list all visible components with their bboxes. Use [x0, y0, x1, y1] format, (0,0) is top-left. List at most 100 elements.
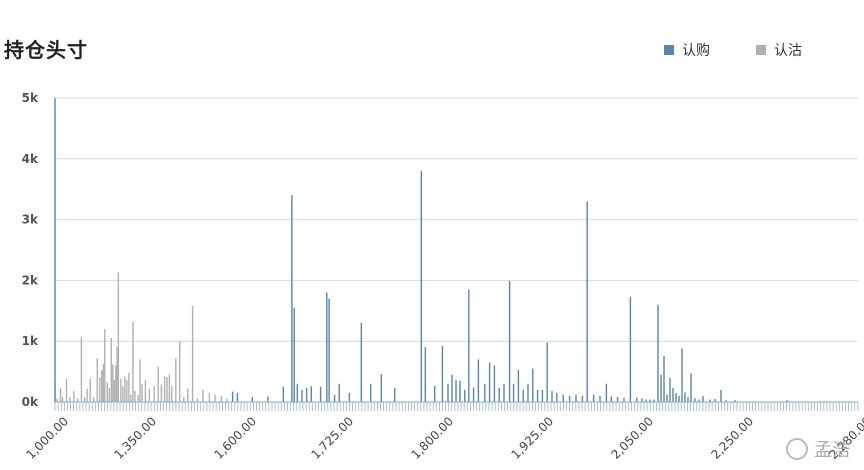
- bar-put-51: [196, 398, 199, 402]
- bar-call-26: [447, 383, 449, 402]
- bar-put-50: [191, 305, 194, 402]
- legend-swatch-call: [664, 45, 674, 55]
- bar-put-29: [126, 380, 128, 402]
- bar-put-22: [113, 380, 116, 402]
- x-axis: [54, 401, 859, 411]
- grid-layer: [55, 97, 858, 403]
- bar-put-5: [69, 397, 71, 402]
- bar-call-55: [592, 394, 595, 402]
- bar-call-14: [328, 298, 330, 402]
- y-tick-label-1: 1k: [22, 334, 39, 348]
- y-tick-label-5: 5k: [22, 91, 39, 105]
- bars-put-series: [54, 272, 228, 402]
- bar-call-19: [369, 383, 372, 402]
- bar-call-70: [666, 394, 668, 402]
- bar-put-6: [73, 391, 75, 402]
- bar-call-61: [629, 296, 632, 402]
- bar-call-44: [532, 368, 534, 402]
- bar-call-74: [678, 395, 680, 402]
- bar-call-18: [360, 322, 363, 402]
- bar-put-36: [141, 383, 143, 402]
- bar-call-82: [709, 399, 711, 402]
- bar-put-23: [115, 365, 117, 402]
- bar-call-49: [556, 392, 558, 402]
- bar-call-86: [734, 400, 736, 402]
- bar-call-38: [503, 383, 505, 402]
- bar-call-72: [672, 388, 674, 402]
- bar-call-27: [451, 374, 453, 402]
- bar-put-47: [179, 341, 181, 402]
- bar-put-8: [80, 336, 83, 402]
- bar-call-40: [512, 383, 515, 402]
- bar-put-7: [76, 398, 79, 402]
- bar-call-83: [714, 398, 716, 402]
- bar-call-41: [517, 369, 520, 402]
- bar-call-12: [319, 386, 322, 402]
- bar-put-24: [116, 347, 118, 402]
- bar-call-35: [488, 362, 491, 402]
- bar-call-65: [649, 399, 651, 402]
- bar-put-13: [96, 358, 98, 402]
- bar-call-7: [293, 307, 295, 402]
- bar-call-22: [420, 170, 423, 402]
- bar-put-53: [208, 392, 211, 402]
- bar-call-2: [236, 392, 239, 402]
- bar-put-38: [148, 388, 151, 402]
- x-tick-label-3: 1,725.00: [308, 414, 356, 462]
- legend-item-put[interactable]: 认沽: [756, 40, 802, 60]
- bar-call-17: [348, 392, 351, 402]
- bar-call-71: [669, 377, 671, 402]
- bar-call-33: [477, 359, 480, 402]
- bar-call-5: [282, 386, 285, 402]
- bar-put-10: [86, 388, 88, 402]
- bar-put-31: [130, 394, 132, 402]
- bar-put-37: [144, 380, 147, 402]
- bar-call-0: [54, 98, 56, 402]
- bar-call-87: [786, 400, 788, 402]
- bar-call-42: [522, 389, 524, 402]
- bar-call-57: [605, 383, 608, 402]
- bar-put-55: [220, 395, 223, 402]
- bar-put-25: [117, 272, 120, 402]
- bar-put-54: [214, 394, 216, 402]
- legend-label-call: 认购: [682, 43, 710, 59]
- bar-call-62: [636, 397, 638, 402]
- bar-put-21: [112, 364, 114, 402]
- bar-put-16: [102, 364, 104, 402]
- bar-put-45: [171, 386, 173, 402]
- bar-put-26: [120, 378, 122, 402]
- bar-put-4: [65, 378, 68, 402]
- bar-put-15: [101, 370, 103, 402]
- bar-call-59: [616, 397, 619, 402]
- bar-call-4: [267, 396, 269, 402]
- bar-call-46: [541, 389, 544, 402]
- bars-call-series: [54, 98, 788, 402]
- bar-put-42: [163, 375, 166, 402]
- watermark-icon: [786, 438, 808, 460]
- bar-call-21: [393, 388, 396, 402]
- y-tick-label-2: 2k: [22, 273, 39, 287]
- chart-title: 持仓头寸: [4, 38, 88, 62]
- x-tick-label-1: 1,350.00: [111, 414, 159, 462]
- bar-call-1: [231, 391, 234, 402]
- bar-put-28: [124, 376, 126, 402]
- bar-put-43: [166, 377, 168, 402]
- bar-call-78: [690, 373, 692, 402]
- bar-put-44: [168, 374, 171, 402]
- bar-call-50: [562, 394, 564, 402]
- bar-call-16: [338, 383, 340, 402]
- bar-put-9: [83, 397, 86, 402]
- legend-label-put: 认沽: [774, 43, 802, 59]
- x-tick-label-5: 1,925.00: [508, 414, 556, 462]
- legend-swatch-put: [756, 45, 766, 55]
- bar-put-41: [160, 384, 163, 402]
- bar-put-14: [99, 377, 101, 402]
- y-axis-ticks: 0k 1k 2k 3k 4k 5k: [22, 91, 39, 409]
- bar-call-66: [653, 399, 655, 402]
- bar-call-31: [468, 289, 470, 402]
- legend-item-call[interactable]: 认购: [664, 40, 710, 60]
- bar-put-39: [153, 386, 155, 402]
- bar-call-6: [291, 195, 293, 402]
- bar-call-80: [698, 399, 700, 402]
